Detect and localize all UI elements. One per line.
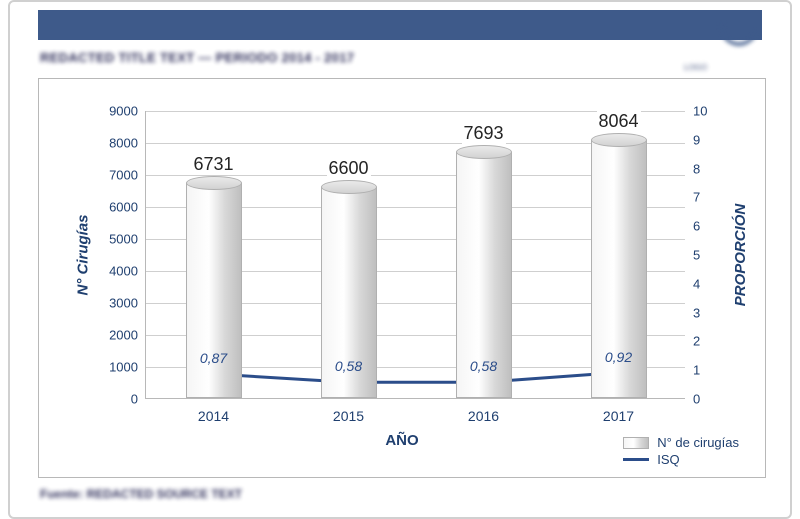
legend-line-label: ISQ: [657, 452, 679, 467]
ytick-left: 3000: [109, 296, 146, 311]
line-value-label: 0,58: [470, 358, 497, 374]
bar-cap: [321, 180, 377, 194]
logo-label: LOGO: [684, 63, 707, 72]
legend-swatch-line-icon: [623, 458, 649, 461]
bar-value-label: 6731: [191, 154, 235, 175]
ytick-right: 0: [685, 392, 700, 407]
ytick-left: 4000: [109, 264, 146, 279]
ytick-left: 7000: [109, 168, 146, 183]
bar-cap: [591, 133, 647, 147]
chart-frame: N° Cirugías PROPORCIÓN 01000200030004000…: [38, 78, 766, 478]
y-axis-left-title: N° Cirugías: [75, 214, 92, 295]
xtick: 2014: [198, 398, 229, 424]
ytick-right: 1: [685, 363, 700, 378]
line-path: [214, 373, 619, 383]
bar-cap: [456, 145, 512, 159]
ytick-right: 5: [685, 248, 700, 263]
ytick-right: 7: [685, 190, 700, 205]
bar-value-label: 7693: [461, 123, 505, 144]
line-value-label: 0,58: [335, 358, 362, 374]
ytick-left: 0: [131, 392, 146, 407]
logo: LOGO: [684, 28, 762, 72]
footer-source: Fuente: REDACTED SOURCE TEXT: [40, 487, 760, 501]
header-subtitle: REDACTED TITLE TEXT — PERIODO 2014 - 201…: [40, 50, 760, 70]
ytick-right: 10: [685, 104, 707, 119]
ytick-left: 5000: [109, 232, 146, 247]
ytick-right: 2: [685, 334, 700, 349]
ytick-right: 3: [685, 305, 700, 320]
bar-cap: [186, 176, 242, 190]
line-value-label: 0,92: [605, 349, 632, 365]
xtick: 2017: [603, 398, 634, 424]
bar-value-label: 6600: [326, 158, 370, 179]
ytick-left: 9000: [109, 104, 146, 119]
y-axis-right-title: PROPORCIÓN: [733, 204, 750, 307]
line-value-label: 0,87: [200, 350, 227, 366]
legend-swatch-bar-icon: [623, 437, 649, 449]
ytick-right: 9: [685, 132, 700, 147]
legend-bar-label: N° de cirugías: [657, 435, 739, 450]
legend: N° de cirugías ISQ: [623, 433, 739, 467]
legend-row-line: ISQ: [623, 452, 739, 467]
ytick-right: 6: [685, 219, 700, 234]
ytick-left: 1000: [109, 360, 146, 375]
ytick-right: 4: [685, 276, 700, 291]
x-axis-title: AÑO: [385, 432, 418, 449]
plot-area: 0100020003000400050006000700080009000012…: [145, 111, 685, 399]
ytick-left: 2000: [109, 328, 146, 343]
header-band: [38, 10, 762, 40]
xtick: 2015: [333, 398, 364, 424]
ytick-left: 6000: [109, 200, 146, 215]
ytick-right: 8: [685, 161, 700, 176]
logo-arc-icon: [713, 1, 765, 53]
figure-outer: REDACTED TITLE TEXT — PERIODO 2014 - 201…: [8, 0, 792, 519]
bar-value-label: 8064: [596, 111, 640, 132]
legend-row-bars: N° de cirugías: [623, 435, 739, 450]
ytick-left: 8000: [109, 136, 146, 151]
xtick: 2016: [468, 398, 499, 424]
